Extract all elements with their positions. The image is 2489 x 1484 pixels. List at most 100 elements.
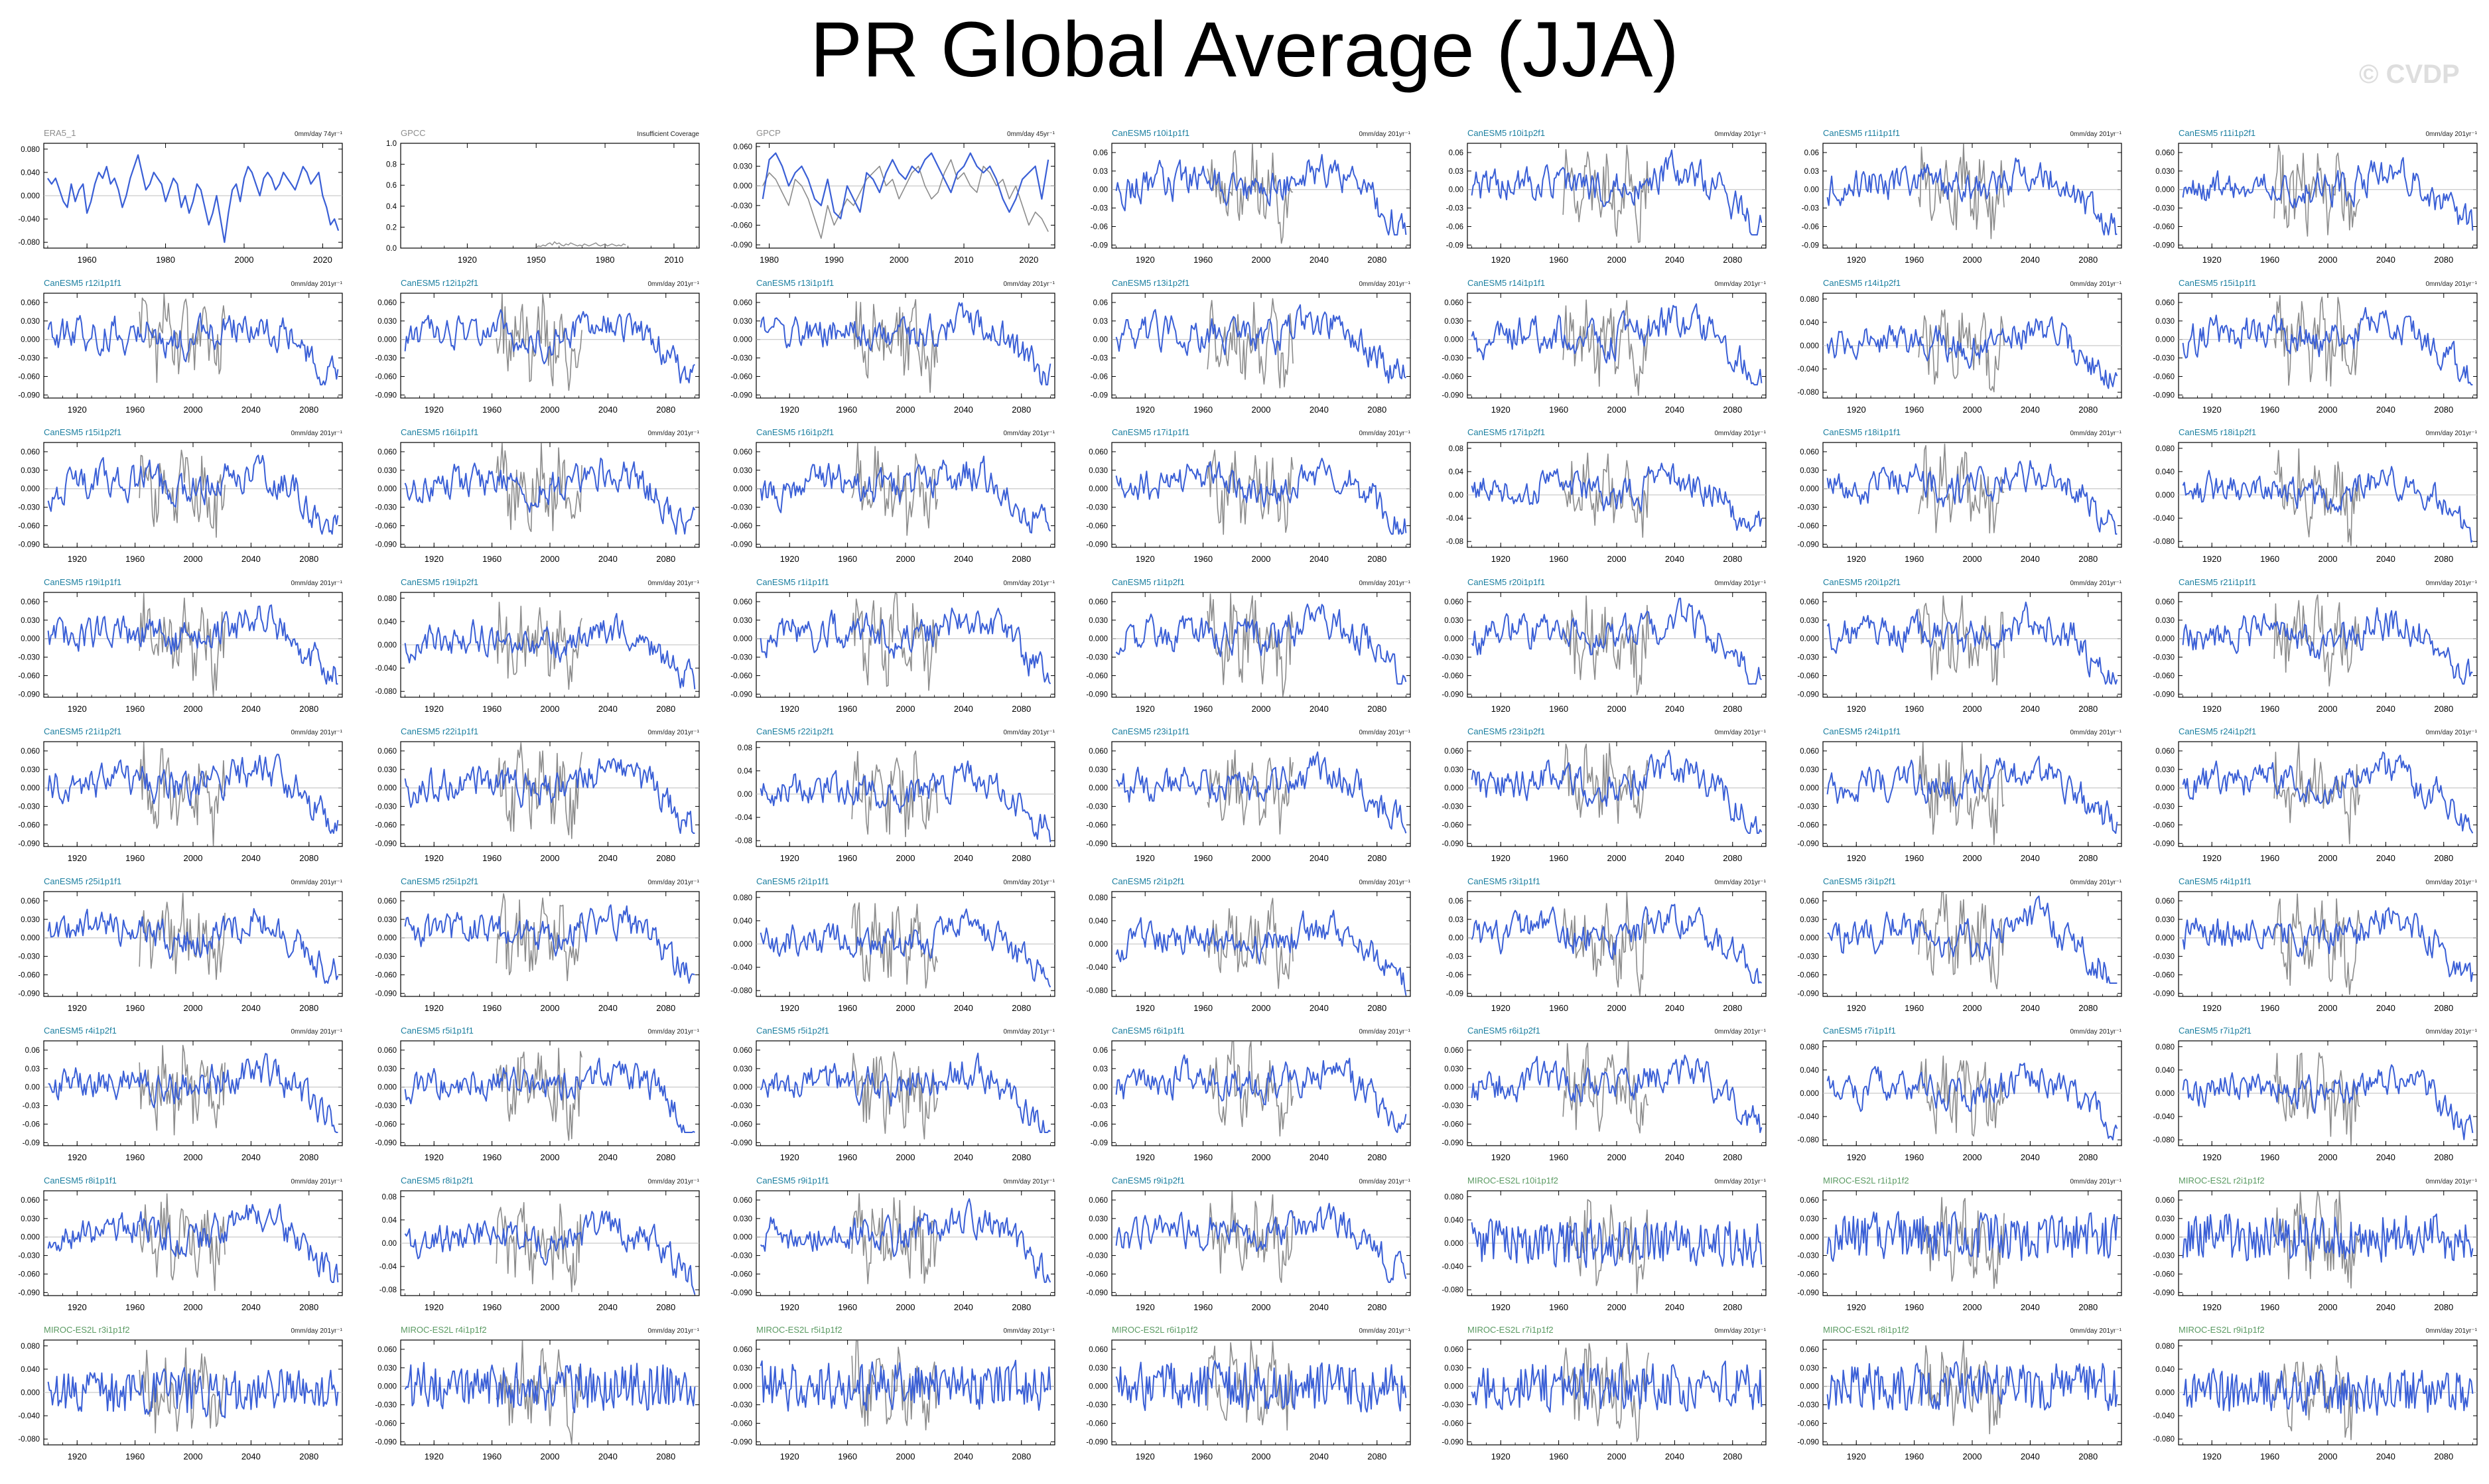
x-tick-label: 1920 — [2202, 1451, 2222, 1461]
panel-trend: 0mm/day 45yr⁻¹ — [1007, 131, 1055, 138]
y-tick-label: 0.000 — [377, 1383, 397, 1391]
y-tick-label: -0.06 — [23, 1120, 40, 1128]
series-line-obs — [851, 442, 938, 536]
y-tick-label: -0.090 — [730, 541, 752, 549]
x-tick-label: 2040 — [1310, 255, 1329, 265]
panel-label: CanESM5 r21i1p2f1 — [44, 726, 121, 736]
x-tick-label: 2000 — [2319, 1003, 2338, 1013]
x-tick-label: 1920 — [68, 1152, 87, 1162]
y-tick-label: 0.000 — [21, 486, 40, 494]
y-tick-label: 0.030 — [2155, 168, 2175, 176]
y-tick-label: 0.080 — [377, 595, 397, 603]
y-tick-label: -0.060 — [1797, 821, 1819, 829]
x-tick-label: 1960 — [1193, 1152, 1213, 1162]
x-tick-label: 2000 — [1963, 1003, 1982, 1013]
x-tick-label: 1960 — [2260, 1003, 2279, 1013]
series-line-model — [1471, 904, 1763, 984]
x-tick-label: 1960 — [838, 1003, 857, 1013]
y-tick-label: -0.090 — [730, 691, 752, 699]
series-line-obs — [139, 592, 226, 697]
x-tick-label: 1960 — [1549, 704, 1568, 714]
series-line-model — [404, 457, 696, 535]
x-tick-label: 2000 — [1607, 1451, 1627, 1461]
y-tick-label: 0.000 — [1444, 785, 1463, 793]
x-tick-label: 2000 — [2319, 405, 2338, 415]
x-tick-label: 2040 — [954, 554, 973, 564]
series-line-model — [404, 1362, 696, 1414]
series-line-obs — [1207, 1041, 1294, 1137]
y-tick-label: 0.030 — [2155, 916, 2175, 924]
x-tick-label: 2000 — [896, 1152, 915, 1162]
y-tick-label: 0.6 — [386, 182, 397, 190]
x-tick-label: 1920 — [1136, 1451, 1155, 1461]
y-tick-label: -0.030 — [1442, 355, 1463, 363]
series-line-model — [1826, 460, 2118, 535]
panel-label: CanESM5 r1i1p2f1 — [1112, 577, 1185, 587]
panel-canesm5-r16i1p2f1: CanESM5 r16i1p2f1 0mm/day 201yr⁻¹ 0.060 0.0… — [730, 427, 1055, 564]
y-tick-label: 0.030 — [377, 766, 397, 774]
x-tick-label: 1920 — [425, 704, 444, 714]
panel-canesm5-r17i1p2f1: CanESM5 r17i1p2f1 0mm/day 201yr⁻¹ 0.08 0.04… — [1446, 427, 1767, 564]
y-tick-label: -0.060 — [2153, 223, 2175, 231]
x-tick-label: 1920 — [425, 405, 444, 415]
y-tick-label: 0.040 — [2155, 1067, 2175, 1075]
panel-canesm5-r6i1p2f1: CanESM5 r6i1p2f1 0mm/day 201yr⁻¹ 0.060 0.03… — [1442, 1026, 1766, 1162]
y-tick-label: -0.030 — [2153, 1252, 2175, 1260]
y-tick-label: 0.060 — [21, 448, 40, 456]
x-tick-label: 1920 — [425, 853, 444, 863]
x-tick-label: 2040 — [954, 1152, 973, 1162]
y-tick-label: -0.060 — [730, 1120, 752, 1128]
x-tick-label: 2000 — [184, 704, 203, 714]
series-line-obs — [762, 159, 1049, 239]
x-tick-label: 2080 — [1723, 554, 1742, 564]
x-tick-label: 1920 — [1847, 1003, 1866, 1013]
panel-trend: 0mm/day 201yr⁻¹ — [1714, 131, 1766, 138]
panel-canesm5-r19i1p2f1: CanESM5 r19i1p2f1 0mm/day 201yr⁻¹ 0.080 0.0… — [375, 577, 699, 714]
panel-label: CanESM5 r25i1p2f1 — [401, 876, 478, 886]
x-tick-label: 2040 — [1310, 853, 1329, 863]
x-tick-label: 1960 — [2260, 554, 2279, 564]
y-tick-label: -0.040 — [1086, 964, 1108, 972]
series-line-obs — [851, 902, 938, 989]
series-line-obs — [2273, 1052, 2360, 1146]
x-tick-label: 2000 — [184, 1451, 203, 1461]
y-tick-label: 0.000 — [1800, 1383, 1819, 1391]
panel-label: CanESM5 r12i1p2f1 — [401, 278, 478, 288]
panel-trend: 0mm/day 201yr⁻¹ — [1003, 1028, 1055, 1036]
y-tick-label: -0.090 — [2153, 840, 2175, 848]
y-tick-label: -0.060 — [1086, 1270, 1108, 1278]
x-tick-label: 2000 — [1607, 704, 1627, 714]
x-tick-label: 2000 — [2319, 255, 2338, 265]
y-tick-label: 0.000 — [1444, 1084, 1463, 1092]
x-tick-label: 2040 — [241, 853, 261, 863]
panel-label: MIROC-ES2L r5i1p1f2 — [756, 1325, 842, 1335]
y-tick-label: -0.090 — [1442, 1438, 1463, 1446]
series-line-model — [47, 754, 339, 834]
x-tick-label: 1960 — [1905, 1302, 1924, 1312]
y-tick-label: -0.090 — [1442, 691, 1463, 699]
panel-label: CanESM5 r12i1p1f1 — [44, 278, 121, 288]
x-tick-label: 1920 — [1491, 853, 1511, 863]
series-line-model — [47, 312, 339, 385]
y-tick-label: 0.060 — [733, 448, 752, 456]
panel-trend: 0mm/day 201yr⁻¹ — [647, 1178, 699, 1185]
y-tick-label: -0.09 — [1091, 391, 1108, 399]
x-tick-label: 2080 — [656, 405, 675, 415]
series-line-model — [1471, 1360, 1763, 1413]
x-tick-label: 2040 — [241, 1451, 261, 1461]
x-tick-label: 1960 — [838, 405, 857, 415]
x-tick-label: 1920 — [68, 853, 87, 863]
x-tick-label: 2080 — [2078, 255, 2098, 265]
y-tick-label: 0.060 — [2155, 1197, 2175, 1205]
series-line-obs — [1918, 1197, 2005, 1289]
y-tick-label: 0.030 — [1800, 1215, 1819, 1223]
y-tick-label: 0.000 — [2155, 935, 2175, 943]
x-tick-label: 2040 — [954, 704, 973, 714]
x-tick-label: 2080 — [656, 1451, 675, 1461]
y-tick-label: 0.060 — [21, 748, 40, 756]
series-line-obs — [2273, 1355, 2360, 1440]
x-tick-label: 2040 — [241, 1302, 261, 1312]
x-tick-label: 1920 — [1136, 853, 1155, 863]
y-tick-label: -0.040 — [2153, 1412, 2175, 1420]
x-tick-label: 2000 — [541, 1003, 560, 1013]
